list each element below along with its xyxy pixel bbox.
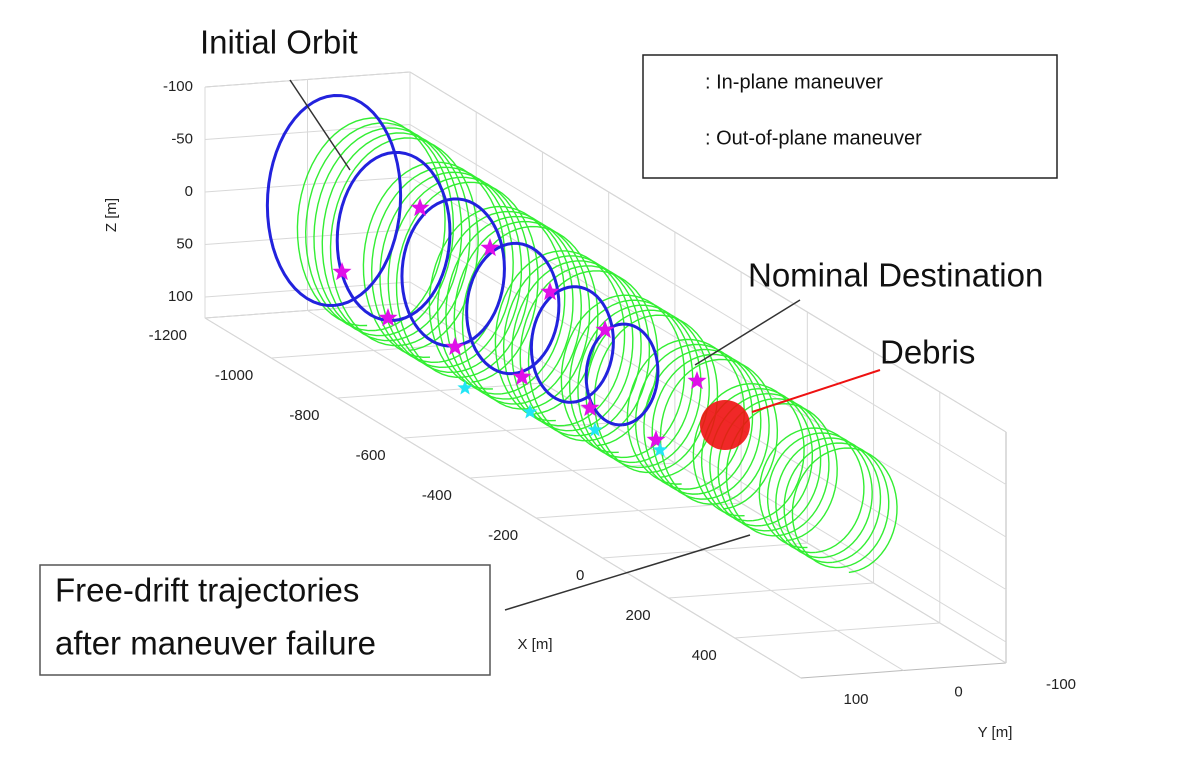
orbit <box>445 215 582 405</box>
maneuver-star <box>652 442 668 457</box>
orbit <box>709 393 822 532</box>
orbit <box>717 398 830 537</box>
orbit <box>659 358 779 510</box>
orbit <box>577 304 702 468</box>
orbit <box>379 171 523 373</box>
orbit <box>791 447 898 574</box>
orbit <box>626 338 745 490</box>
maneuver-star <box>332 262 352 281</box>
x-tick-label: -1000 <box>215 367 253 384</box>
orbit <box>436 210 574 400</box>
z-tick-label: 0 <box>185 183 193 200</box>
grid-line <box>307 310 904 671</box>
annotation-box <box>39 564 491 676</box>
grid-line <box>204 317 802 679</box>
maneuver-star <box>540 282 560 301</box>
maneuver-star <box>687 371 707 390</box>
grid-line <box>409 124 1007 485</box>
maneuver-star <box>457 380 473 395</box>
orbit <box>527 270 659 447</box>
maneuver-star <box>480 238 500 257</box>
x-tick-label: -800 <box>289 407 319 424</box>
x-tick-label: -400 <box>422 487 452 504</box>
x-tick-label: 0 <box>576 567 584 584</box>
orbit <box>321 132 471 347</box>
y-axis-label: Y [m] <box>978 724 1013 741</box>
orbit <box>692 383 805 522</box>
leader-line <box>504 534 751 611</box>
orbit <box>511 260 642 437</box>
x-tick-label: -1200 <box>149 327 187 344</box>
orbit <box>529 285 615 404</box>
orbit <box>296 117 446 332</box>
annotation: Free-drift trajectories <box>55 572 359 609</box>
leader-line <box>289 79 351 171</box>
y-tick-label: -100 <box>1046 676 1076 693</box>
maneuver-star <box>595 320 615 339</box>
orbit <box>634 343 754 495</box>
z-tick-label: -100 <box>163 78 193 95</box>
orbit <box>766 432 873 559</box>
orbit <box>700 388 814 527</box>
y-tick-label: 100 <box>843 691 868 708</box>
legend-box <box>642 54 1058 179</box>
annotation: after maneuver failure <box>55 625 376 662</box>
annotation: Debris <box>880 334 975 371</box>
labels: -100-50050100-1200-1000-800-600-400-2000… <box>103 78 1076 741</box>
maneuver-star <box>646 430 666 449</box>
orbit <box>265 93 403 307</box>
x-tick-label: -600 <box>356 447 386 464</box>
axes-grid <box>204 71 1007 679</box>
grid-line <box>409 281 1007 643</box>
maneuver-star <box>378 308 398 327</box>
legend-label: : Out-of-plane maneuver <box>705 127 922 149</box>
orbit <box>453 220 591 410</box>
maneuver-star <box>580 398 600 417</box>
orbit <box>461 225 599 415</box>
maneuver-star <box>410 198 430 217</box>
orbit <box>502 255 634 432</box>
orbit <box>370 166 514 368</box>
x-tick-label: 200 <box>626 607 651 624</box>
z-axis-label: Z [m] <box>103 198 120 232</box>
maneuver-star <box>445 337 465 356</box>
annotation: Nominal Destination <box>748 257 1043 294</box>
maneuver-star <box>587 422 603 437</box>
orbit <box>568 299 694 463</box>
orbit <box>428 205 566 395</box>
y-tick-label: 0 <box>954 683 962 700</box>
x-axis-label: X [m] <box>517 636 552 653</box>
orbit <box>313 127 463 342</box>
orbit <box>465 241 561 376</box>
orbit <box>494 250 626 427</box>
debris <box>700 400 750 450</box>
orbits <box>265 69 898 574</box>
orbit <box>387 176 531 378</box>
leader-line <box>751 369 881 413</box>
z-tick-label: 50 <box>176 235 193 252</box>
x-tick-label: 400 <box>692 647 717 664</box>
orbit <box>775 437 882 564</box>
orbit <box>758 427 865 554</box>
legend-label: : In-plane maneuver <box>705 71 883 93</box>
leader-line <box>694 299 801 366</box>
orbit <box>395 181 539 383</box>
orbit <box>519 265 651 442</box>
z-tick-label: -50 <box>171 130 193 147</box>
orbit <box>400 197 506 348</box>
maneuver-star <box>522 404 538 419</box>
orbit <box>335 150 452 322</box>
orbit <box>783 442 890 569</box>
z-tick-label: 100 <box>168 288 193 305</box>
orbit <box>643 348 762 500</box>
x-tick-label: -200 <box>488 527 518 544</box>
grid-line <box>409 71 1007 433</box>
maneuver-star <box>512 367 532 386</box>
orbit <box>725 403 838 542</box>
annotation: Initial Orbit <box>200 24 358 61</box>
orbit <box>560 294 686 458</box>
